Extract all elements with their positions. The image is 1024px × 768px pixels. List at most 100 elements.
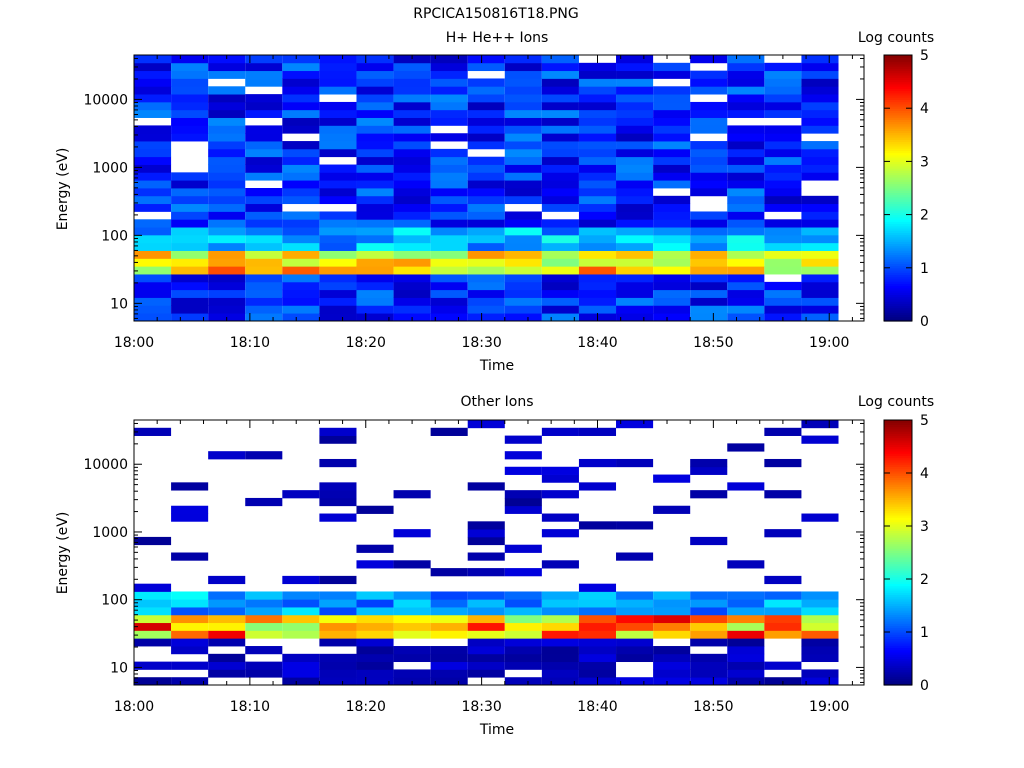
heatmap-cell — [616, 677, 654, 686]
heatmap-cell — [690, 289, 728, 298]
heatmap-cell — [319, 630, 357, 639]
colorbar-step — [884, 230, 912, 233]
colorbar-step — [884, 457, 912, 461]
heatmap-cell — [504, 133, 542, 142]
heatmap-cell — [467, 661, 505, 670]
colorbar-step — [884, 479, 912, 483]
heatmap-cell — [764, 234, 802, 244]
heatmap-cell — [504, 101, 542, 111]
heatmap-cell — [541, 427, 579, 436]
heatmap-cell — [541, 289, 579, 298]
heatmap-cell — [282, 490, 320, 499]
heatmap-cell — [134, 661, 172, 670]
heatmap-cell — [356, 646, 394, 655]
heatmap-cell — [727, 677, 765, 686]
heatmap-cell — [393, 219, 431, 228]
colorbar-step — [884, 585, 912, 589]
heatmap-cell — [282, 55, 320, 64]
heatmap-cell — [282, 289, 320, 298]
colorbar-step — [884, 548, 912, 551]
colorbar-tick-label: 3 — [920, 519, 929, 535]
heatmap-cell — [801, 148, 839, 158]
heatmap-cell — [801, 117, 839, 126]
heatmap-cell — [393, 109, 431, 118]
heatmap-cell — [541, 560, 579, 569]
heatmap-cell — [578, 281, 617, 291]
heatmap-cell — [467, 536, 505, 546]
heatmap-cell — [690, 297, 728, 306]
colorbar-step — [884, 649, 912, 653]
heatmap-cell — [282, 242, 320, 251]
colorbar-step — [884, 194, 912, 198]
colorbar-step — [884, 55, 912, 58]
heatmap-cell — [393, 227, 431, 236]
heatmap-cell — [727, 646, 765, 655]
heatmap-cell — [393, 622, 431, 631]
heatmap-cell — [393, 274, 431, 283]
heatmap-cell — [504, 78, 542, 87]
heatmap-cell — [541, 62, 579, 72]
heatmap-cell — [578, 164, 617, 173]
colorbar-step — [884, 450, 912, 454]
colorbar-step — [884, 309, 912, 313]
colorbar-step — [884, 592, 912, 596]
heatmap-cell — [653, 599, 691, 608]
heatmap-cell — [208, 94, 246, 103]
heatmap-cell — [393, 156, 431, 165]
heatmap-cell — [134, 583, 172, 592]
heatmap-cell — [578, 172, 617, 181]
colorbar-step — [884, 274, 912, 278]
heatmap-cell — [430, 70, 468, 79]
heatmap-cell — [764, 289, 802, 298]
heatmap-cell — [430, 289, 468, 298]
heatmap-cell — [245, 109, 283, 118]
colorbar-step — [884, 267, 912, 271]
heatmap-cell — [467, 62, 505, 72]
heatmap-cell — [171, 482, 209, 491]
heatmap-cell — [134, 148, 172, 158]
heatmap-cell — [541, 125, 579, 134]
heatmap-cell — [616, 622, 654, 631]
heatmap-cell — [393, 305, 431, 314]
heatmap-cell — [764, 607, 802, 616]
heatmap-cell — [356, 234, 394, 244]
heatmap-cell — [282, 125, 320, 134]
heatmap-cell — [356, 607, 394, 616]
heatmap-cell — [541, 141, 579, 150]
heatmap-cell — [578, 521, 617, 530]
heatmap-cell — [319, 125, 357, 134]
heatmap-cell — [208, 591, 246, 600]
colorbar-step — [884, 185, 912, 189]
colorbar-step — [884, 145, 912, 149]
heatmap-cell — [653, 148, 691, 158]
heatmap-cell — [208, 297, 246, 306]
heatmap-cell — [467, 591, 505, 600]
heatmap-cell — [282, 630, 320, 639]
heatmap-cell — [171, 274, 209, 283]
heatmap-cell — [578, 638, 617, 647]
heatmap-cell — [616, 297, 654, 306]
colorbar-step — [884, 461, 912, 465]
heatmap-cell — [282, 101, 320, 111]
heatmap-cell — [319, 172, 357, 181]
heatmap-cell — [764, 297, 802, 306]
heatmap-cell — [430, 266, 468, 275]
heatmap-cell — [245, 211, 283, 220]
heatmap-cell — [504, 497, 542, 507]
heatmap-cell — [430, 305, 468, 314]
colorbar-step — [884, 519, 912, 523]
y-ticks: 10 100 1000 10000 — [83, 422, 864, 683]
heatmap-cell — [356, 289, 394, 298]
heatmap-cell — [801, 219, 839, 228]
heatmap-cell — [541, 55, 579, 64]
heatmap-cell — [282, 614, 320, 624]
heatmap-cell — [356, 591, 394, 600]
colorbar-step — [884, 234, 912, 238]
heatmap-cell — [430, 599, 468, 608]
colorbar-step — [884, 559, 912, 562]
colorbar-step — [884, 301, 912, 304]
heatmap-cell — [690, 638, 728, 647]
heatmap-cell — [578, 188, 617, 197]
heatmap-cell — [356, 101, 394, 111]
heatmap-cell — [430, 568, 468, 577]
